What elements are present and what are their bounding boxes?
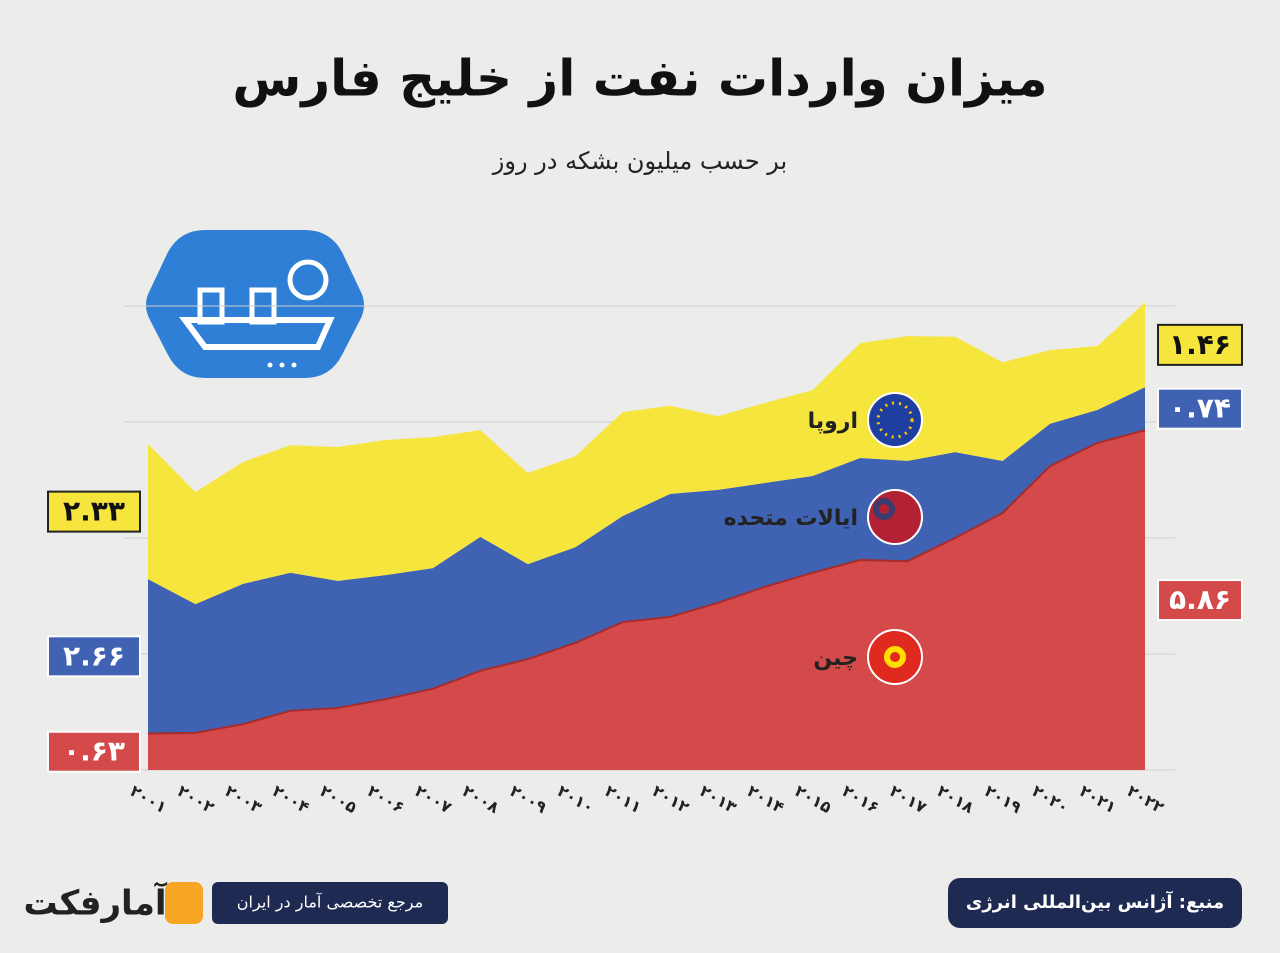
legend-label: ایالات متحده bbox=[724, 506, 858, 531]
tagline: مرجع تخصصی آمار در ایران bbox=[237, 893, 423, 913]
x-tick-label: ۲۰۲۱ bbox=[1076, 781, 1119, 817]
x-tick-label: ۲۰۱۸ bbox=[934, 781, 978, 817]
x-tick-label: ۲۰۱۱ bbox=[602, 781, 645, 817]
source-box bbox=[948, 878, 1242, 928]
legend-label: اروپا bbox=[808, 409, 858, 434]
legend-label: چین bbox=[813, 646, 858, 671]
logo-mark bbox=[165, 882, 203, 924]
logo: آمارفکت bbox=[23, 882, 167, 924]
x-tick-label: ۲۰۰۱ bbox=[127, 781, 170, 817]
x-tick-label: ۲۰۰۶ bbox=[364, 781, 407, 817]
plot: ۰.۶۳ ۵.۸۶ ۲.۶۶ ۰.۷۴ ۲.۳۳ ۱.۴۶ چین ایالات متحده ا… bbox=[47, 302, 1243, 773]
value-label-box bbox=[1157, 387, 1243, 430]
x-tick-label: ۲۰۱۳ bbox=[697, 781, 741, 817]
value-label-box bbox=[47, 730, 141, 773]
footer: منبع: آژانس بین‌المللی انرژی مرجع تخصصی … bbox=[23, 878, 1242, 928]
chart-subtitle: بر حسب میلیون بشکه در روز bbox=[492, 147, 787, 175]
x-tick-label: ۲۰۰۵ bbox=[317, 781, 361, 817]
x-tick-label: ۲۰۱۴ bbox=[744, 781, 788, 817]
x-tick-label: ۲۰۰۸ bbox=[459, 781, 503, 817]
value-label: ۲.۳۳ bbox=[63, 495, 125, 528]
area-edge bbox=[147, 429, 1146, 735]
value-label-box bbox=[1157, 323, 1243, 366]
legend-flag bbox=[867, 489, 923, 545]
value-label: ۰.۶۳ bbox=[63, 735, 125, 768]
source: منبع: آژانس بین‌المللی انرژی bbox=[966, 890, 1224, 913]
x-tick-label: ۲۰۱۶ bbox=[839, 781, 882, 817]
value-label-box bbox=[47, 490, 141, 533]
legend-flag bbox=[867, 629, 923, 685]
area bbox=[148, 387, 1145, 734]
value-label-box bbox=[47, 635, 141, 678]
area bbox=[148, 430, 1145, 770]
legend-flag-mark bbox=[873, 498, 895, 520]
x-tick-label: ۲۰۱۲ bbox=[649, 781, 693, 817]
x-tick-label: ۲۰۲۰ bbox=[1029, 781, 1072, 817]
legend-flag bbox=[867, 392, 923, 448]
x-tick-label: ۲۰۰۲ bbox=[174, 781, 218, 817]
value-label-box bbox=[1157, 579, 1243, 622]
legend-flag-mark bbox=[884, 646, 906, 668]
x-tick-label: ۲۰۰۹ bbox=[507, 781, 551, 817]
x-tick-label: ۲۰۲۲ bbox=[1124, 781, 1168, 817]
value-label: ۲.۶۶ bbox=[63, 639, 125, 672]
x-tick-label: ۲۰۰۳ bbox=[222, 781, 266, 817]
value-label: ۵.۸۶ bbox=[1169, 583, 1231, 616]
x-tick-label: ۲۰۰۴ bbox=[269, 781, 313, 817]
chart-title: میزان واردات نفت از خلیج فارس bbox=[232, 50, 1047, 109]
value-label: ۰.۷۴ bbox=[1169, 392, 1231, 425]
area bbox=[148, 302, 1145, 605]
x-tick-label: ۲۰۰۷ bbox=[412, 781, 456, 817]
ship-icon bbox=[146, 230, 364, 378]
x-tick-label: ۲۰۱۵ bbox=[792, 781, 836, 817]
legend-flag-mark bbox=[876, 401, 914, 439]
x-tick-label: ۲۰۱۷ bbox=[886, 781, 930, 817]
tagline-box bbox=[212, 882, 448, 924]
x-tick-label: ۲۰۱۹ bbox=[981, 781, 1025, 817]
x-tick-label: ۲۰۱۰ bbox=[554, 781, 597, 817]
value-label: ۱.۴۶ bbox=[1169, 328, 1231, 361]
